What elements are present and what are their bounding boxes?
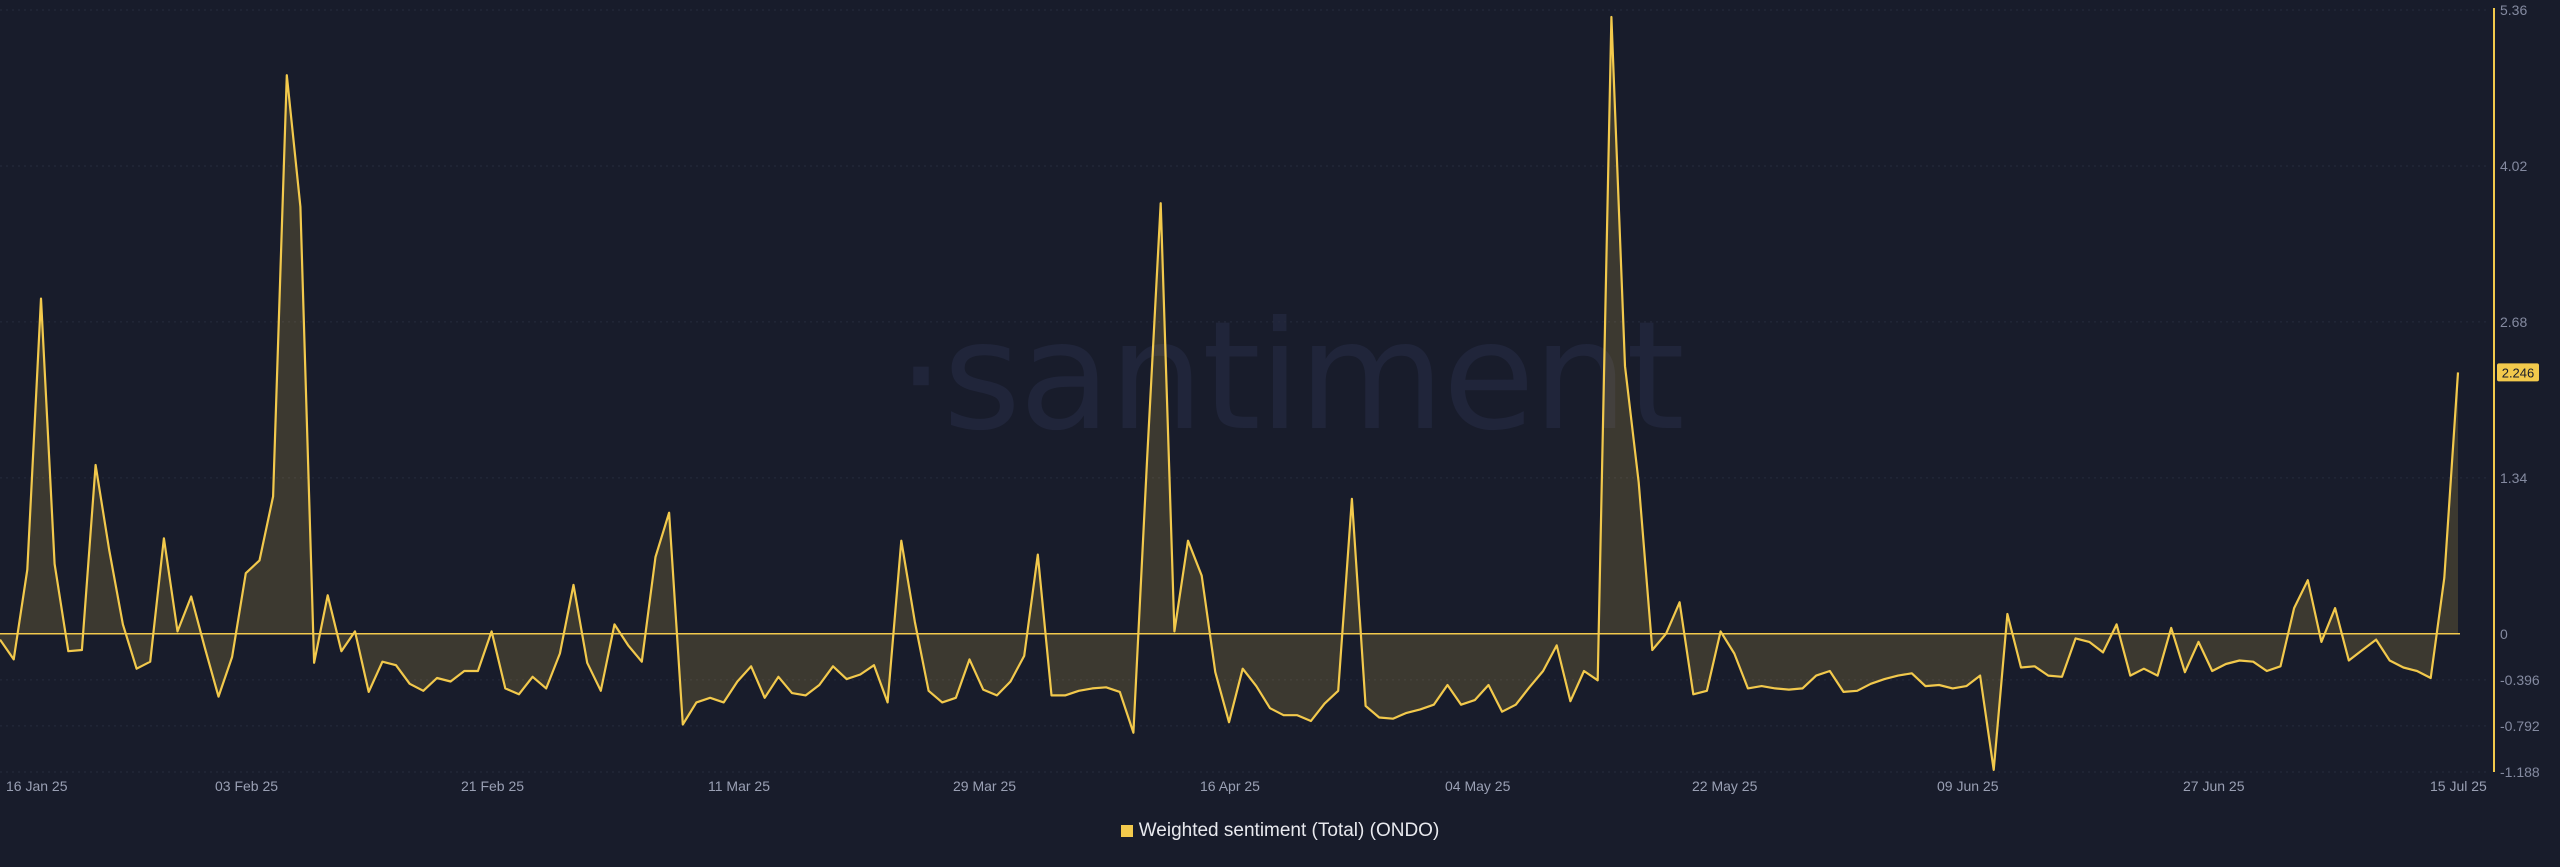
x-tick-label: 16 Apr 25 [1200, 778, 1260, 794]
grid [0, 9, 2490, 773]
y-tick-label: 0 [2500, 626, 2508, 642]
y-tick-label: 5.36 [2500, 2, 2527, 18]
x-axis-ticks: 16 Jan 25 03 Feb 25 21 Feb 25 11 Mar 25 29 M… [6, 778, 2487, 794]
x-tick-label: 15 Jul 25 [2430, 778, 2487, 794]
legend-label: Weighted sentiment (Total) (ONDO) [1138, 820, 1440, 841]
x-tick-label: 29 Mar 25 [953, 778, 1016, 794]
x-tick-label: 16 Jan 25 [6, 778, 68, 794]
last-value-badge-bg [2497, 363, 2539, 382]
last-value-badge: 2.246 [2497, 363, 2539, 382]
y-tick-label: -1.188 [2500, 764, 2540, 780]
watermark: ·santiment [897, 290, 1683, 464]
x-tick-label: 03 Feb 25 [215, 778, 278, 794]
y-tick-label: -0.792 [2500, 718, 2540, 734]
y-tick-label: 4.02 [2500, 158, 2527, 174]
x-tick-label: 11 Mar 25 [708, 778, 770, 794]
legend-swatch [1120, 825, 1133, 837]
y-axis-ticks: 5.36 4.02 2.68 1.34 0 -0.396 -0.792 -1.188 [2500, 2, 2540, 780]
y-tick-label: -0.396 [2500, 672, 2540, 688]
x-tick-label: 21 Feb 25 [461, 778, 524, 794]
sentiment-line[interactable] [0, 15, 2460, 771]
legend[interactable]: Weighted sentiment (Total) (ONDO) [0, 820, 2560, 842]
x-tick-label: 27 Jun 25 [2183, 778, 2245, 794]
x-tick-label: 09 Jun 25 [1937, 778, 1999, 794]
y-tick-label: 1.34 [2500, 470, 2527, 486]
y-tick-label: 2.68 [2500, 314, 2527, 330]
last-value-label: 2.246 [2502, 365, 2535, 380]
x-tick-label: 22 May 25 [1692, 778, 1758, 794]
x-tick-label: 04 May 25 [1445, 778, 1511, 794]
